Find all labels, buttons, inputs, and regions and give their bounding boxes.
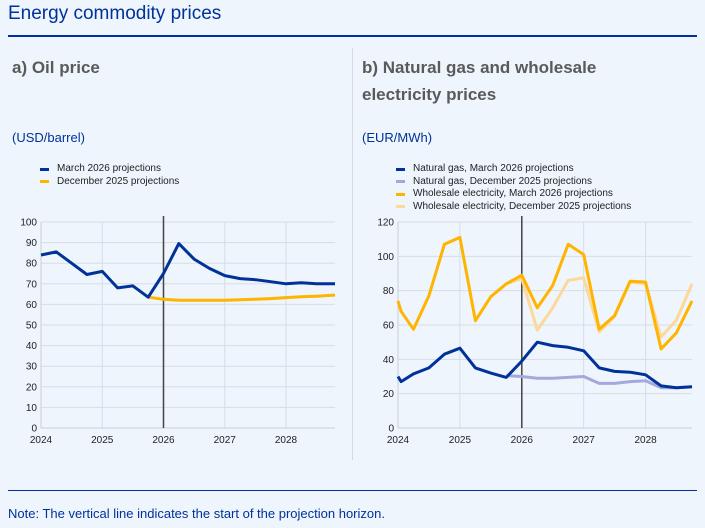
y-tick-label: 60 <box>26 300 38 311</box>
legend-item: Wholesale electricity, December 2025 pro… <box>396 201 631 214</box>
legend-item: Natural gas, December 2025 projections <box>396 176 631 189</box>
legend-label: March 2026 projections <box>57 163 161 174</box>
panel-a-title: a) Oil price <box>12 58 100 77</box>
panel-divider <box>352 48 353 460</box>
y-tick-label: 40 <box>383 355 395 366</box>
y-tick-label: 100 <box>377 252 394 263</box>
gas-electricity-chart: 0 20 40 60 80 100 120 2024 2025 2026 2027 2028 <box>377 216 694 446</box>
y-tick-label: 120 <box>377 218 394 229</box>
x-tick-label: 2027 <box>214 435 237 446</box>
y-tick-label: 0 <box>388 424 394 435</box>
x-tick-label: 2024 <box>387 435 410 446</box>
legend-swatch <box>396 167 405 171</box>
y-tick-label: 80 <box>26 259 38 270</box>
legend-swatch <box>40 167 49 171</box>
legend-item: March 2026 projections <box>40 163 179 176</box>
x-tick-label: 2027 <box>573 435 596 446</box>
legend-label: Natural gas, March 2026 projections <box>413 163 574 174</box>
y-tick-label: 30 <box>26 362 38 373</box>
series-line-4 <box>505 276 694 339</box>
series-line-1 <box>40 242 335 299</box>
note-rule <box>8 490 697 491</box>
x-tick-label: 2025 <box>449 435 472 446</box>
legend-label: Wholesale electricity, March 2026 projec… <box>413 188 613 199</box>
y-tick-label: 50 <box>26 321 38 332</box>
y-tick-label: 90 <box>26 238 38 249</box>
y-tick-label: 100 <box>20 218 37 229</box>
panel-b-title: b) Natural gas and wholesale electricity… <box>362 58 597 104</box>
footnote: Note: The vertical line indicates the st… <box>8 506 385 521</box>
y-tick-label: 10 <box>26 403 38 414</box>
legend-label: Natural gas, December 2025 projections <box>413 175 592 187</box>
legend-swatch <box>396 192 405 196</box>
x-tick-label: 2025 <box>91 435 114 446</box>
legend-item: Natural gas, March 2026 projections <box>396 163 631 176</box>
x-tick-label: 2024 <box>30 435 53 446</box>
series-line-2 <box>506 374 693 390</box>
y-tick-label: 80 <box>383 286 395 297</box>
legend-swatch <box>40 180 49 184</box>
panel-b-legend: Natural gas, March 2026 projections Natur… <box>396 163 631 213</box>
x-tick-label: 2028 <box>275 435 298 446</box>
x-tick-label: 2026 <box>152 435 175 446</box>
y-tick-label: 20 <box>26 382 38 393</box>
title-rule <box>8 35 697 37</box>
x-tick-label: 2026 <box>511 435 534 446</box>
y-tick-label: 20 <box>383 389 395 400</box>
y-tick-label: 40 <box>26 341 38 352</box>
legend-item: December 2025 projections <box>40 176 179 189</box>
legend-swatch <box>396 205 405 209</box>
panel-b-unit: (EUR/MWh) <box>362 130 433 145</box>
series-line-3 <box>396 235 694 351</box>
x-tick-label: 2028 <box>634 435 657 446</box>
legend-label: December 2025 projections <box>57 175 180 187</box>
oil-price-chart: 0 10 20 30 40 50 60 70 80 90 100 2024 2025 2026 2027 20… <box>20 216 336 446</box>
series-line-2 <box>147 293 336 302</box>
y-tick-label: 60 <box>383 321 395 332</box>
panel-a-legend: March 2026 projections December 2025 proj… <box>40 163 179 188</box>
page-title: Energy commodity prices <box>8 3 222 24</box>
legend-item: Wholesale electricity, March 2026 projec… <box>396 188 631 201</box>
legend-label: Wholesale electricity, December 2025 pro… <box>413 200 632 212</box>
legend-swatch <box>396 180 405 184</box>
series-line-1 <box>396 340 693 390</box>
panel-a-unit: (USD/barrel) <box>12 130 85 145</box>
y-tick-label: 70 <box>26 279 38 290</box>
y-tick-label: 0 <box>31 424 37 435</box>
